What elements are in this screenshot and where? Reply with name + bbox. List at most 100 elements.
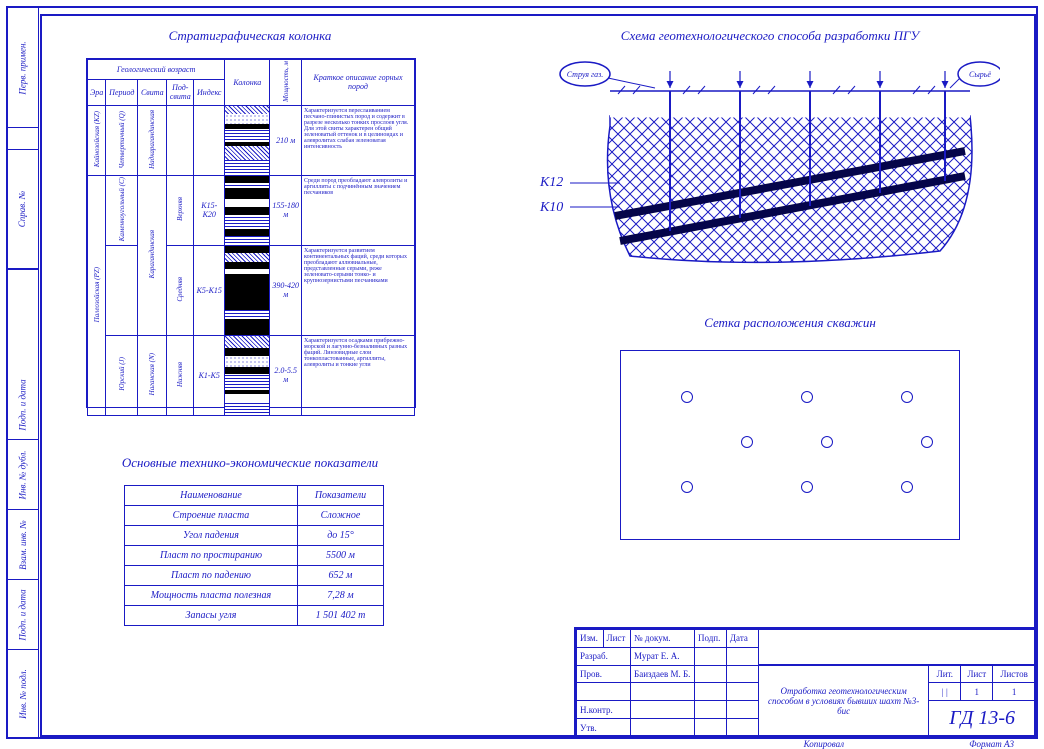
svita-4: Наганская (N) [138, 335, 167, 415]
lith-4 [225, 335, 270, 415]
desc-3: Характеризуется развитием континентальны… [302, 245, 415, 335]
tb-ndok: № докум. [631, 630, 695, 648]
podsvita-3: Средняя [167, 245, 194, 335]
well-circle [801, 481, 813, 493]
te-r1c1: Строение пласта [125, 506, 298, 526]
tb-podp: Подп. [694, 630, 726, 648]
svita-header: Свита [138, 79, 167, 105]
desc-header: Краткое описание горных пород [302, 60, 415, 106]
podsvita-header: Под-свита [167, 79, 194, 105]
tb-list: Лист [603, 630, 631, 648]
side-gap-2 [7, 270, 39, 370]
index-1 [194, 105, 225, 175]
scheme-left-label: Струя газ. [567, 70, 604, 79]
tb-code [758, 630, 1035, 666]
tb-title: Отработка геотехнологическим способом в … [758, 665, 928, 736]
scheme-right-label: Сырьё [969, 70, 991, 79]
desc-1: Характеризуется переслаиванием песчано-г… [302, 105, 415, 175]
well-circle [681, 481, 693, 493]
power-1: 210 м [270, 105, 302, 175]
te-h1: Наименование [125, 486, 298, 506]
side-label-2: Справ. № [7, 150, 39, 270]
scheme-diagram: Струя газ. Сырьё [540, 56, 1000, 276]
k-leader-lines [570, 175, 630, 225]
te-r4c2: 652 м [297, 566, 383, 586]
te-r2c1: Угол падения [125, 526, 298, 546]
te-r1c2: Сложное [297, 506, 383, 526]
tb-izm: Изм. [577, 630, 604, 648]
wells-grid [620, 350, 960, 540]
te-r6c2: 1 501 402 т [297, 606, 383, 626]
period-header: Период [106, 79, 138, 105]
well-circle [921, 436, 933, 448]
well-circle [901, 481, 913, 493]
index-3: К5-К15 [194, 245, 225, 335]
era-1: Кайнозойская (KZ) [88, 105, 106, 175]
geo-age-header: Геологический возраст [88, 60, 225, 80]
index-header: Индекс [194, 79, 225, 105]
period-3 [106, 245, 138, 335]
kopiroval-label: Копировал [804, 739, 844, 749]
tb-nkontr: Н.контр. [577, 701, 631, 719]
tb-razrab-name: Мурат Е. А. [631, 647, 695, 665]
tb-lit-h: Лит. [929, 665, 961, 683]
power-2: 155-180 м [270, 175, 302, 245]
index-4: К1-К5 [194, 335, 225, 415]
strat-title: Стратиграфическая колонка [130, 28, 370, 44]
te-r3c2: 5500 м [297, 546, 383, 566]
side-label-4: Инв. № дубл. [7, 440, 39, 510]
k10-label: К10 [540, 200, 563, 216]
side-label-1: Перв. примен. [7, 8, 39, 128]
power-header: Мощность, м [270, 60, 302, 106]
te-table: НаименованиеПоказатели Строение пластаСл… [124, 485, 384, 626]
period-2: Каменноугольный (С) [106, 175, 138, 245]
tb-razrab: Разраб. [577, 647, 631, 665]
period-1: Четвертичный (Q) [106, 105, 138, 175]
lith-1 [225, 105, 270, 175]
well-circle [901, 391, 913, 403]
period-4: Юрский (J) [106, 335, 138, 415]
lith-3 [225, 245, 270, 335]
tb-lit-v: | | [929, 683, 961, 701]
tb-listov-h: Листов [993, 665, 1036, 683]
tb-list-v: 1 [961, 683, 993, 701]
tb-list-h: Лист [961, 665, 993, 683]
svita-3: Карагандинская [138, 175, 167, 335]
podsvita-1 [167, 105, 194, 175]
power-4: 2.0-5.5 м [270, 335, 302, 415]
tb-prov: Пров. [577, 665, 631, 683]
well-circle [821, 436, 833, 448]
era-2: Палеозойская (PZ) [88, 175, 106, 415]
index-2: К15-К20 [194, 175, 225, 245]
power-3: 390-420 м [270, 245, 302, 335]
te-h2: Показатели [297, 486, 383, 506]
k12-label: К12 [540, 175, 563, 191]
podsvita-2: Верхняя [167, 175, 194, 245]
tb-utv: Утв. [577, 719, 631, 737]
well-circle [801, 391, 813, 403]
kolonka-header: Колонка [225, 60, 270, 106]
side-label-5: Взам. инв. № [7, 510, 39, 580]
scheme-title: Схема геотехнологического способа разраб… [560, 28, 980, 44]
podsvita-4: Нижняя [167, 335, 194, 415]
te-r2c2: до 15° [297, 526, 383, 546]
svita-1: Надкарагандинская [138, 105, 167, 175]
well-circle [741, 436, 753, 448]
stratigraphic-table: Геологический возраст Колонка Мощность, … [86, 58, 416, 408]
side-label-6: Подп. и дата [7, 580, 39, 650]
side-label-7: Инв. № подл. [7, 650, 39, 738]
desc-2: Среди пород преобладают алевролиты и арг… [302, 175, 415, 245]
te-r5c2: 7,28 м [297, 586, 383, 606]
lith-2 [225, 175, 270, 245]
tb-prov-name: Баиздаев М. Б. [631, 665, 695, 683]
te-r3c1: Пласт по простиранию [125, 546, 298, 566]
title-block: Изм. Лист № докум. Подп. Дата Разраб. Му… [574, 627, 1036, 737]
well-circle [681, 391, 693, 403]
desc-4: Характеризуется осадками прибрежно-морск… [302, 335, 415, 415]
tb-data: Дата [726, 630, 758, 648]
te-r6c1: Запасы угля [125, 606, 298, 626]
tb-code-big: ГД 13-6 [929, 701, 1036, 737]
era-header: Эра [88, 79, 106, 105]
te-r4c1: Пласт по падению [125, 566, 298, 586]
te-r5c1: Мощность пласта полезная [125, 586, 298, 606]
